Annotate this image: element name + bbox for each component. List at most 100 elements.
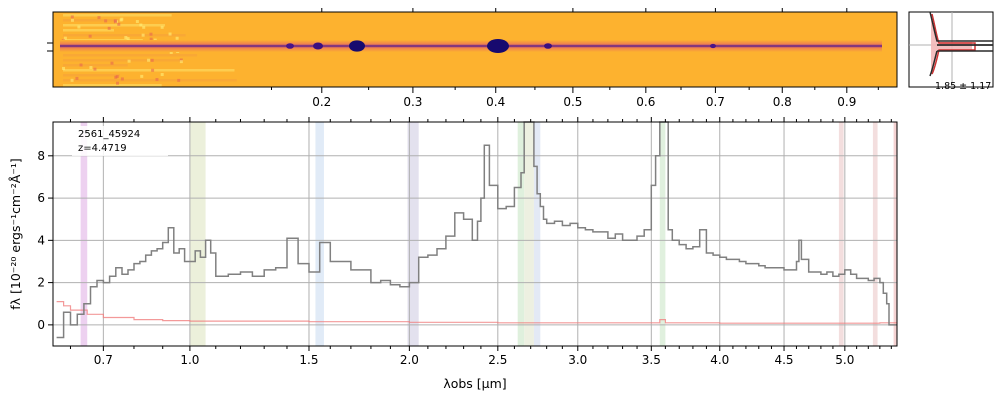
noise-pixel [151,68,155,72]
noise-streak [63,34,186,37]
noise-pixel [150,58,154,62]
noise-streak [63,54,198,57]
noise-pixel [160,73,164,77]
noise-pixel [77,25,81,29]
y-tick-label: 2 [37,276,45,290]
band-highlight [189,122,206,346]
noise-streak [63,29,114,32]
y-axis: 0 2 4 6 8 [37,149,53,332]
noise-pixel [149,32,153,36]
top-axis: 0.2 0.3 0.4 0.5 0.6 0.7 0.8 0.9 [270,8,879,109]
emission-knot [286,43,294,49]
spectrum-2d-knots [286,39,716,53]
noise-pixel [120,77,124,81]
noise-pixel [116,81,120,85]
noise-pixel [113,19,117,23]
y-tick-label: 6 [37,191,45,205]
noise-pixel [168,32,172,36]
noise-pixel [79,63,83,67]
noise-pixel [177,78,181,82]
noise-pixel [169,50,173,54]
noise-pixel [124,36,128,40]
x-tick-label: 1.0 [180,353,199,367]
spectrum-2d-trace [60,40,882,52]
emission-knot [313,42,323,50]
noise-pixel [160,25,164,29]
spectrum-1d-panel: 0.7 1.0 1.5 2.0 2.5 3.0 3.5 4.0 4.5 5.0 0 2 4 6 8 256… [8,117,898,391]
band-highlight [315,122,324,346]
noise-streak [63,79,237,82]
noise-pixel [141,33,145,37]
profile-model-fill [931,14,972,74]
spectrum-2d-panel: 0.2 0.3 0.4 0.5 0.6 0.7 0.8 0.9 [47,8,898,109]
noise-pixel [135,20,139,24]
noise-pixel [175,36,179,40]
noise-streak [63,19,120,22]
redshift-label: z=4.4719 [78,143,127,154]
x-tick-label: 3.0 [568,353,587,367]
x-tick-label: 4.5 [774,353,793,367]
band-highlight [659,122,666,346]
noise-pixel [110,61,114,65]
noise-streak [63,14,172,17]
top-axis-tick-label: 0.3 [403,95,422,109]
x-tick-label: 3.5 [642,353,661,367]
x-tick-label: 2.5 [488,353,507,367]
noise-pixel [70,15,74,19]
x-tick-label: 1.5 [299,353,318,367]
band-highlight [524,122,534,346]
noise-pixel [139,23,143,27]
noise-pixel [114,75,118,79]
x-tick-label: 0.7 [94,353,113,367]
emission-knot [487,39,509,53]
emission-knot [349,40,365,52]
top-axis-tick-label: 0.7 [706,95,725,109]
noise-streak [63,69,235,72]
top-axis-tick-label: 0.5 [563,95,582,109]
noise-pixel [149,37,153,41]
noise-streak [63,84,162,87]
band-highlights [80,122,897,346]
band-highlight [80,122,88,346]
top-axis-tick-label: 0.8 [773,95,792,109]
emission-knot [544,43,552,49]
noise-pixel [75,76,79,80]
noise-pixel [127,59,131,63]
noise-streak [63,24,166,27]
noise-pixel [93,67,97,71]
spectrum-2d-frame [52,11,898,88]
x-axis: 0.7 1.0 1.5 2.0 2.5 3.0 3.5 4.0 4.5 5.0 [69,117,892,367]
noise-streak [63,74,120,77]
band-highlight [407,122,419,346]
noise-pixel [119,18,123,22]
top-axis-tick-label: 0.2 [312,95,331,109]
profile-model-line [931,13,976,75]
band-highlight [517,122,525,346]
noise-pixel [179,58,183,62]
x-axis-label: λobs [μm] [443,376,506,391]
noise-pixel [117,22,121,26]
noise-pixel [70,18,74,22]
noise-pixel [179,60,183,64]
profile-data-line [929,11,993,77]
error-series-line [56,301,897,324]
noise-pixel [140,74,144,78]
noise-pixel [63,36,67,40]
noise-pixel [97,16,101,20]
noise-pixel [70,78,74,82]
x-tick-label: 4.0 [710,353,729,367]
noise-pixel [88,34,92,38]
legend-box [72,126,168,156]
noise-pixel [147,58,151,62]
flux-series-line [56,121,897,339]
noise-streak [63,59,182,62]
noise-streak [63,64,128,67]
y-tick-label: 0 [37,318,45,332]
profile-annotation: 1.85 ± 1.17 [935,81,991,92]
noise-pixel [142,25,146,29]
band-highlight [872,122,878,346]
noise-pixel [155,78,159,82]
band-highlight [893,122,897,346]
y-axis-label: fλ [10⁻²⁰ ergs⁻¹cm⁻²Å⁻¹] [8,158,23,310]
